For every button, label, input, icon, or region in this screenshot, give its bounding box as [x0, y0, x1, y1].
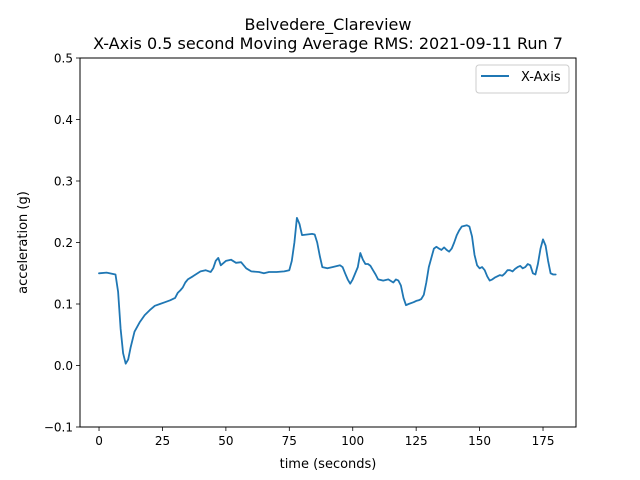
x-tick-label: 175 — [532, 434, 555, 448]
plot-frame — [79, 57, 577, 428]
x-tick-label: 125 — [405, 434, 428, 448]
legend-label: X-Axis — [521, 70, 561, 85]
chart-title-line2: X-Axis 0.5 second Moving Average RMS: 20… — [93, 34, 563, 53]
chart-title-line1: Belvedere_Clareview — [245, 15, 412, 35]
y-tick-label: −0.1 — [44, 421, 73, 435]
legend: X-Axis — [475, 64, 570, 94]
series-line-x-axis — [98, 216, 557, 365]
series-layer — [98, 216, 557, 365]
x-tick-label: 75 — [282, 434, 297, 448]
x-tick-label: 100 — [341, 434, 364, 448]
x-axis-label: time (seconds) — [280, 457, 377, 472]
y-tick-label: 0.4 — [54, 113, 73, 127]
x-tick-label: 50 — [218, 434, 233, 448]
y-axis-label: acceleration (g) — [16, 191, 31, 294]
y-tick-label: 0.1 — [54, 298, 73, 312]
x-tick-label: 150 — [468, 434, 491, 448]
axis-ticks: 0 25 50 75 100 125 150 175 −0.1 0.0 0.1 0.2 0.3 0.4 0.… — [44, 52, 555, 449]
x-tick-label: 25 — [155, 434, 170, 448]
y-tick-label: 0.0 — [54, 359, 73, 373]
y-tick-label: 0.2 — [54, 236, 73, 250]
y-tick-label: 0.3 — [54, 175, 73, 189]
y-tick-label: 0.5 — [54, 52, 73, 66]
x-tick-label: 0 — [95, 434, 103, 448]
legend-box — [475, 64, 570, 94]
